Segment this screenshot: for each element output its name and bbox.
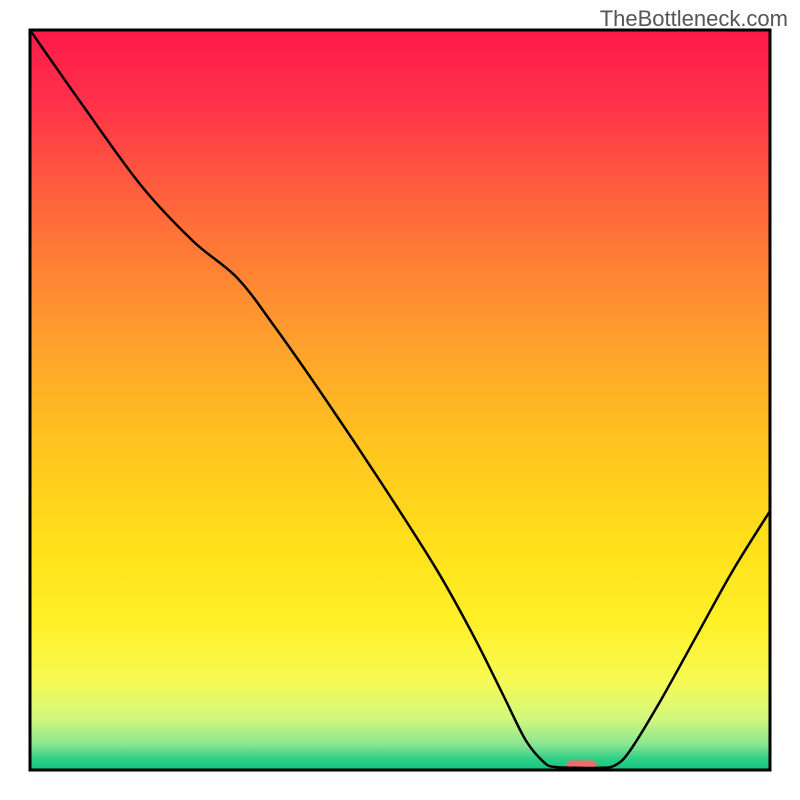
watermark-text: TheBottleneck.com — [600, 6, 788, 32]
chart-container: TheBottleneck.com — [0, 0, 800, 800]
chart-background-gradient — [30, 30, 770, 770]
bottleneck-curve-chart — [0, 0, 800, 800]
